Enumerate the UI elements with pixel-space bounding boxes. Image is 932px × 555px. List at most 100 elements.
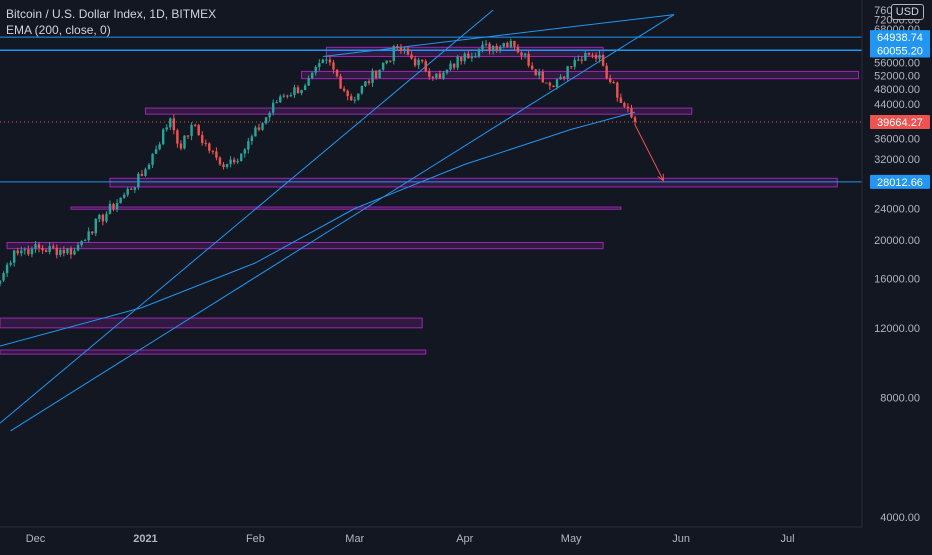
candle-body-2021-02-21[interactable] (325, 59, 328, 61)
candle-body-2021-05-19[interactable] (633, 117, 637, 122)
candle-body-2021-01-19[interactable] (208, 143, 211, 151)
candle-body-2020-12-31[interactable] (140, 173, 144, 176)
candle-body-2020-12-11[interactable] (69, 248, 73, 255)
candle-body-2020-12-16[interactable] (87, 231, 90, 241)
candle-body-2021-01-09[interactable] (172, 118, 176, 131)
candle-body-2020-12-08[interactable] (59, 249, 62, 255)
candle-body-2021-01-13[interactable] (186, 135, 190, 137)
candle-body-2020-11-28[interactable] (23, 249, 27, 251)
candle-body-2021-03-16[interactable] (406, 48, 410, 55)
candle-body-2021-01-28[interactable] (240, 153, 243, 161)
candle-body-2021-05-17[interactable] (626, 106, 630, 109)
symbol-title[interactable]: Bitcoin / U.S. Dollar Index, 1D, BITMEX (6, 7, 217, 21)
candle-body-2020-11-22[interactable] (2, 273, 5, 281)
ema-line[interactable] (0, 111, 636, 347)
candle-body-2021-04-22[interactable] (538, 71, 541, 76)
candle-body-2021-03-05[interactable] (367, 81, 371, 83)
candle-body-2021-05-01[interactable] (569, 66, 573, 68)
candle-body-2021-03-03[interactable] (360, 85, 364, 94)
candle-body-2020-12-30[interactable] (137, 173, 140, 188)
candle-body-2021-02-06[interactable] (271, 102, 275, 113)
candle-body-2021-05-06[interactable] (587, 52, 591, 55)
candle-body-2021-01-03[interactable] (151, 153, 154, 165)
candle-body-2021-03-24[interactable] (435, 73, 438, 78)
candle-body-2021-03-17[interactable] (410, 54, 413, 59)
projection-arrow-line[interactable] (634, 124, 664, 181)
candle-body-2021-01-14[interactable] (190, 124, 193, 136)
candle-body-2020-12-22[interactable] (108, 203, 112, 214)
candle-body-2021-03-01[interactable] (353, 99, 356, 101)
candle-body-2021-03-14[interactable] (399, 47, 403, 51)
candle-body-2020-11-30[interactable] (30, 248, 34, 255)
candle-body-2020-12-05[interactable] (48, 246, 51, 252)
candle-body-2020-12-23[interactable] (112, 203, 115, 210)
candle-body-2020-11-23[interactable] (5, 264, 9, 274)
candle-body-2021-03-06[interactable] (371, 70, 374, 83)
candle-body-2021-04-20[interactable] (530, 65, 534, 70)
candle-body-2021-01-02[interactable] (147, 164, 151, 170)
candle-body-2021-03-26[interactable] (442, 72, 445, 79)
candle-body-2021-01-01[interactable] (144, 169, 147, 176)
candle-body-2020-12-03[interactable] (41, 247, 44, 251)
candle-body-2020-12-17[interactable] (91, 231, 94, 234)
candle-body-2021-02-14[interactable] (300, 89, 303, 94)
candle-body-2020-12-28[interactable] (130, 188, 133, 190)
candle-body-2021-03-20[interactable] (420, 59, 424, 62)
candle-body-2021-04-08[interactable] (488, 43, 491, 52)
candle-body-2021-01-18[interactable] (204, 142, 207, 144)
candle-body-2021-02-10[interactable] (286, 95, 289, 97)
candle-body-2021-03-07[interactable] (374, 70, 378, 79)
candle-body-2021-02-28[interactable] (350, 96, 353, 101)
candle-body-2021-02-07[interactable] (275, 102, 278, 104)
candle-body-2021-05-03[interactable] (577, 59, 580, 61)
candle-body-2021-04-01[interactable] (463, 53, 466, 62)
candle-body-2021-04-16[interactable] (516, 46, 520, 53)
candle-body-2020-11-26[interactable] (16, 250, 19, 254)
candle-body-2021-01-30[interactable] (247, 141, 250, 150)
candle-body-2020-11-29[interactable] (27, 249, 30, 255)
candle-body-2021-01-23[interactable] (222, 164, 225, 168)
candle-body-2021-01-12[interactable] (183, 135, 186, 149)
candle-body-2021-03-12[interactable] (392, 46, 395, 61)
candle-body-2021-02-17[interactable] (310, 72, 314, 79)
zone-rect-4[interactable] (70, 206, 622, 210)
candle-body-2020-12-12[interactable] (73, 250, 76, 255)
zone-rect-6[interactable] (0, 317, 423, 329)
candle-body-2021-04-24[interactable] (545, 82, 548, 84)
candle-body-2020-11-27[interactable] (20, 250, 23, 254)
candle-body-2021-01-31[interactable] (250, 136, 254, 142)
candle-body-2020-12-21[interactable] (105, 213, 108, 222)
candle-body-2021-03-09[interactable] (381, 62, 385, 70)
candle-body-2021-02-25[interactable] (339, 76, 342, 89)
candle-body-2021-03-18[interactable] (413, 58, 417, 66)
candle-body-2021-05-09[interactable] (598, 55, 601, 59)
candle-body-2021-01-24[interactable] (225, 164, 229, 168)
candle-body-2021-02-27[interactable] (346, 90, 349, 97)
candle-body-2021-01-29[interactable] (243, 149, 246, 154)
candle-body-2021-01-16[interactable] (197, 125, 200, 136)
zone-rect-2[interactable] (144, 107, 693, 115)
candle-body-2021-03-08[interactable] (378, 69, 381, 79)
candle-body-2021-02-02[interactable] (257, 127, 261, 130)
ema-indicator-label[interactable]: EMA (200, close, 0) (6, 23, 111, 37)
candle-body-2021-05-02[interactable] (573, 59, 576, 67)
candle-body-2020-12-19[interactable] (98, 214, 101, 219)
candle-body-2021-03-29[interactable] (452, 63, 456, 68)
candle-body-2021-01-22[interactable] (218, 157, 222, 165)
candle-body-2021-03-25[interactable] (438, 73, 442, 79)
candle-body-2021-03-13[interactable] (396, 46, 399, 48)
candle-body-2021-02-16[interactable] (307, 78, 310, 86)
candle-body-2020-12-06[interactable] (52, 246, 55, 248)
candle-body-2021-04-07[interactable] (484, 43, 488, 45)
candle-body-2020-12-14[interactable] (80, 241, 83, 246)
candle-body-2021-03-22[interactable] (428, 71, 431, 77)
candle-body-2021-01-04[interactable] (154, 149, 158, 154)
candle-body-2021-03-19[interactable] (417, 59, 420, 66)
candle-body-2021-05-11[interactable] (605, 65, 608, 79)
candle-body-2021-03-04[interactable] (364, 81, 367, 86)
candle-body-2021-02-23[interactable] (332, 62, 335, 70)
trendline-2[interactable] (322, 14, 675, 58)
candle-body-2021-03-15[interactable] (403, 48, 406, 51)
candle-body-2021-04-26[interactable] (552, 85, 555, 88)
candle-body-2020-12-01[interactable] (34, 244, 37, 249)
